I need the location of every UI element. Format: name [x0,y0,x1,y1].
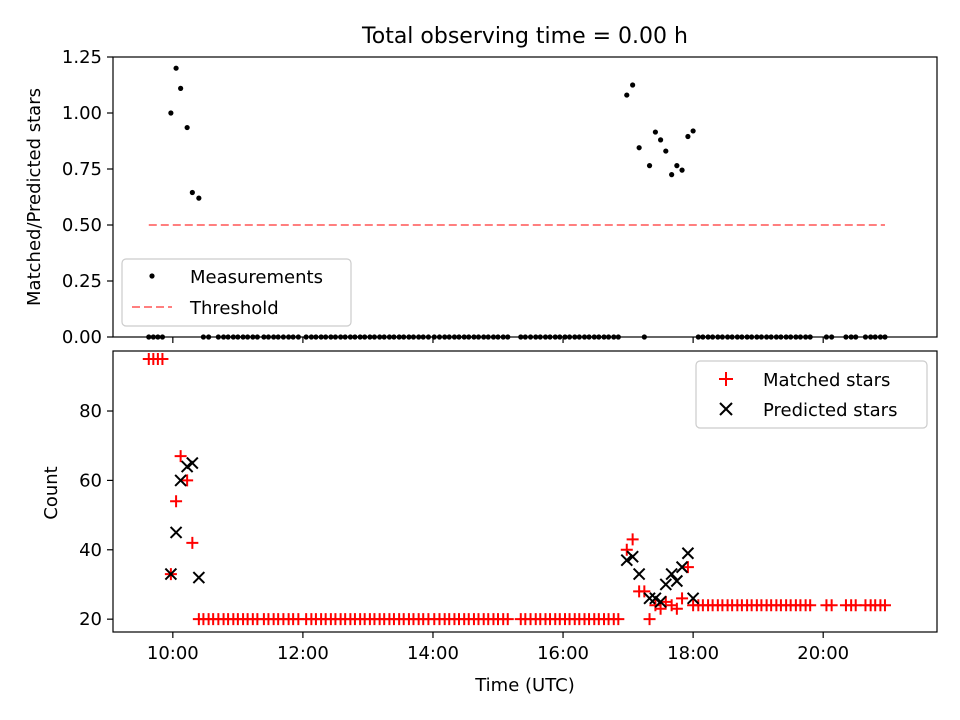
ratio-y-axis-label: Matched/Predicted stars [24,88,45,306]
x-axis-label: Time (UTC) [474,675,575,696]
count-y-axis-label: Count [41,466,62,519]
x-tick-label: 20:00 [797,643,849,664]
matched-stars-point [643,613,656,626]
matched-stars-point [638,585,651,598]
y-tick-label: 1.00 [62,103,102,124]
measurement-point [173,65,179,71]
measurement-point [636,145,642,151]
matched-stars-point [174,450,187,463]
matched-stars-point [186,536,199,549]
measurement-point [196,195,202,201]
measurement-point [679,167,685,173]
predicted-stars-point [164,567,178,581]
predicted-stars-point [174,474,187,487]
matched-stars-point [825,599,838,612]
predicted-stars-point [626,550,639,563]
legend-predicted-stars: Predicted stars [763,400,897,421]
predicted-stars-point [686,592,700,605]
predicted-stars-point [632,567,646,581]
x-tick-label: 10:00 [147,643,199,664]
y-tick-label: 0.50 [62,215,102,236]
x-tick-label: 18:00 [667,643,719,664]
matched-stars-point [181,474,194,487]
measurement-point [646,163,653,169]
ratio-panel: 0.00 0.25 0.50 0.75 1.00 1.25 Matched/Predict… [24,47,938,348]
measurement-point [669,172,675,178]
predicted-stars-point [675,560,689,574]
y-tick-label: 0.75 [62,159,102,180]
matched-stars-point [654,602,667,615]
measurement-point [184,124,190,131]
y-tick-label: 0.00 [62,327,102,348]
matched-stars-point [156,352,169,365]
count-panel: 10:00 12:00 14:00 16:00 18:00 20:00 20 40 60 80 C… [41,350,938,696]
measurement-point [178,85,184,91]
ratio-plot-frame [112,56,938,338]
legend-measurements: Measurements [190,267,323,288]
measurements-legend-marker [149,273,155,279]
y-tick-label: 40 [79,540,102,561]
predicted-stars-point [643,592,656,605]
measurement-point [624,92,630,98]
matched-stars-point [612,613,625,626]
y-tick-label: 20 [79,609,102,630]
count-plot-frame [112,350,938,633]
y-tick-label: 1.25 [62,47,102,68]
y-tick-label: 60 [79,470,102,491]
predicted-stars-point [654,595,667,609]
predicted-stars-point [192,571,206,584]
predicted-stars-point [620,553,633,567]
matched-stars-point [676,592,689,605]
predicted-stars-point [670,574,684,588]
measurement-point [663,148,669,154]
predicted-stars-point [169,526,183,539]
matched-stars-point [670,602,683,615]
matched-stars-point [620,543,633,556]
x-tick-label: 12:00 [277,643,329,664]
matched-stars-point [626,533,639,546]
predicted-stars-point [665,567,678,581]
matched-stars-point [804,599,817,612]
x-tick-label: 14:00 [407,643,459,664]
measurement-point [674,163,680,169]
predicted-stars-point [186,456,199,470]
predicted-legend-marker [719,402,733,416]
legend-matched-stars: Matched stars [763,370,890,391]
measurement-point [652,129,658,135]
matched-stars-point [681,561,694,574]
y-tick-label: 0.25 [62,271,102,292]
matched-legend-marker [719,372,733,386]
count-legend: Matched stars Predicted stars [695,360,928,429]
measurement-point [189,189,195,196]
predicted-stars-point [681,547,695,560]
matched-stars-point [170,495,183,508]
chart-title: Total observing time = 0.00 h [361,24,688,49]
count-data-layer [142,352,891,626]
measurement-point [630,82,636,88]
measurement-point [657,137,664,143]
matched-stars-point [501,613,514,626]
x-tick-label: 16:00 [537,643,589,664]
measurement-point [685,133,691,140]
y-tick-label: 80 [79,401,102,422]
predicted-stars-point [659,578,673,591]
matched-stars-point [878,599,891,612]
measurement-point [690,128,696,134]
ratio-legend: Measurements Threshold [121,258,352,327]
legend-threshold: Threshold [189,298,279,319]
measurement-point [168,110,174,116]
